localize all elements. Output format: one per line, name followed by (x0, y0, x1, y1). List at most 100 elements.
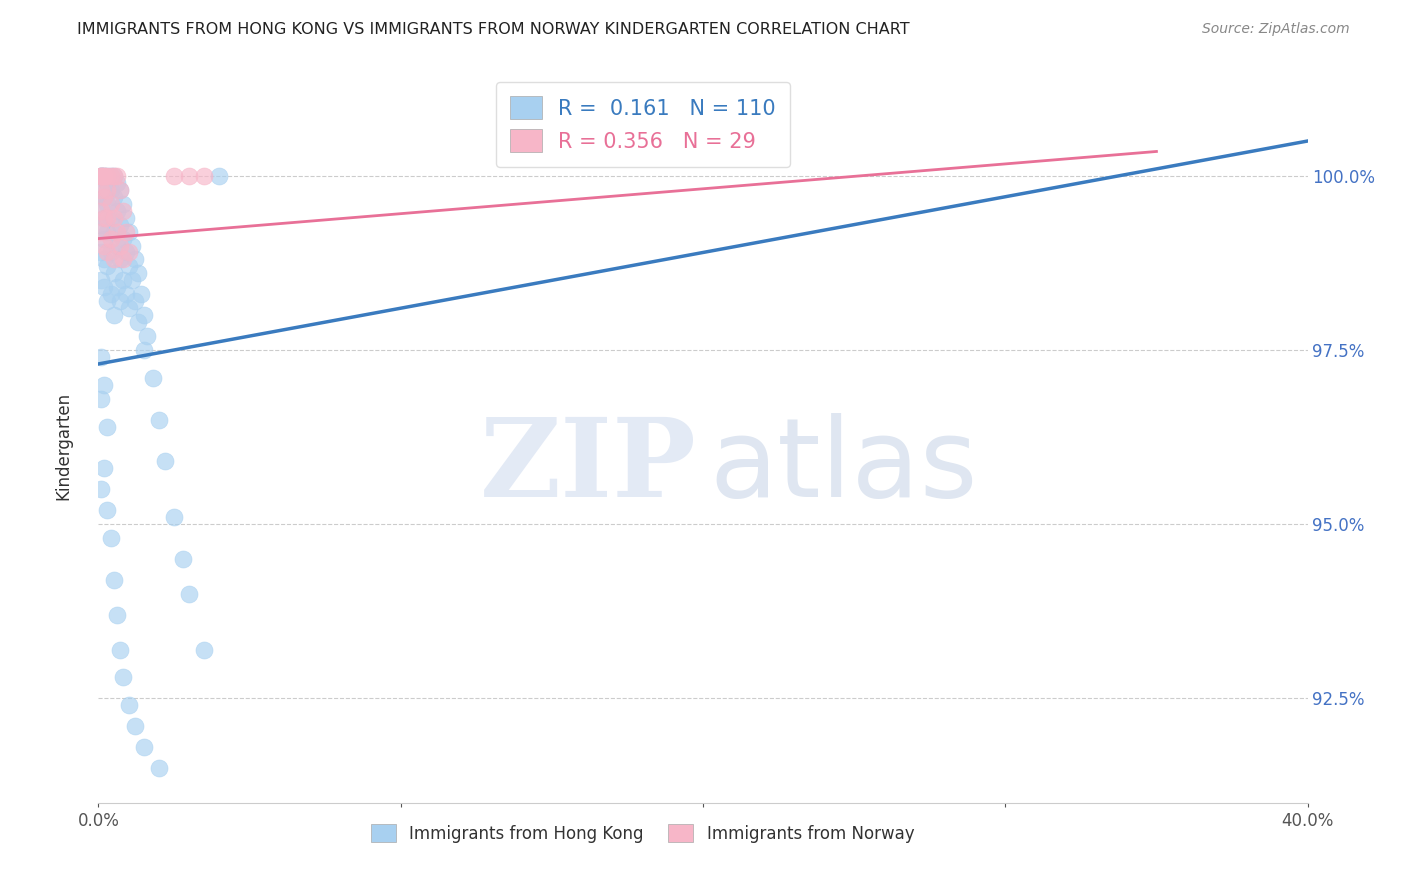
Point (96, 225, 118, 239)
Text: Kindergarten: Kindergarten (55, 392, 72, 500)
Point (132, 740, 155, 755)
Point (100, 287, 122, 301)
Point (111, 252, 134, 267)
Point (90, 169, 112, 183)
Point (103, 169, 125, 183)
Point (179, 169, 201, 183)
Text: IMMIGRANTS FROM HONG KONG VS IMMIGRANTS FROM NORWAY KINDERGARTEN CORRELATION CHA: IMMIGRANTS FROM HONG KONG VS IMMIGRANTS … (77, 22, 910, 37)
Point (108, 183, 131, 197)
Point (127, 315, 149, 329)
Point (103, 308, 125, 322)
Point (172, 552, 194, 566)
Point (93, 461, 115, 475)
Point (124, 252, 146, 267)
Point (93, 190, 115, 204)
Point (111, 231, 134, 245)
Point (100, 169, 122, 183)
Point (93, 169, 115, 183)
Point (90, 245, 112, 260)
Point (114, 287, 136, 301)
Point (111, 273, 134, 287)
Point (153, 454, 176, 468)
Point (90, 169, 112, 183)
Legend: Immigrants from Hong Kong, Immigrants from Norway: Immigrants from Hong Kong, Immigrants fr… (364, 818, 921, 849)
Point (90, 183, 112, 197)
Point (90, 169, 112, 183)
Point (118, 225, 141, 239)
Point (90, 169, 112, 183)
Point (108, 183, 131, 197)
Point (93, 211, 115, 225)
Point (111, 670, 134, 684)
Point (132, 308, 155, 322)
Point (93, 169, 115, 183)
Point (124, 294, 146, 309)
Point (193, 169, 215, 183)
Point (90, 483, 112, 497)
Point (100, 231, 122, 245)
Point (193, 642, 215, 657)
Point (100, 211, 122, 225)
Point (108, 294, 131, 309)
Point (129, 287, 152, 301)
Point (90, 273, 112, 287)
Point (93, 190, 115, 204)
Point (103, 266, 125, 280)
Point (93, 238, 115, 252)
Point (90, 350, 112, 364)
Point (103, 252, 125, 267)
Point (93, 211, 115, 225)
Point (121, 238, 143, 252)
Point (100, 531, 122, 545)
Point (105, 280, 128, 294)
Text: Source: ZipAtlas.com: Source: ZipAtlas.com (1202, 22, 1350, 37)
Point (96, 503, 118, 517)
Point (96, 419, 118, 434)
Point (118, 260, 141, 274)
Point (111, 203, 134, 218)
Point (96, 294, 118, 309)
Point (96, 183, 118, 197)
Point (142, 371, 165, 385)
Point (90, 183, 112, 197)
Point (179, 587, 201, 601)
Point (96, 260, 118, 274)
Point (90, 169, 112, 183)
Point (135, 329, 157, 343)
Point (90, 169, 112, 183)
Point (118, 301, 141, 316)
Point (90, 203, 112, 218)
Point (103, 211, 125, 225)
Point (105, 176, 128, 190)
Point (108, 252, 131, 267)
Point (108, 238, 131, 252)
Point (163, 510, 186, 524)
Point (93, 231, 115, 245)
Point (105, 607, 128, 622)
Point (96, 176, 118, 190)
Point (103, 169, 125, 183)
Point (96, 245, 118, 260)
Point (148, 761, 170, 775)
Point (93, 377, 115, 392)
Point (100, 183, 122, 197)
Point (127, 266, 149, 280)
Point (93, 280, 115, 294)
Point (105, 238, 128, 252)
Point (114, 245, 136, 260)
Point (124, 719, 146, 733)
Point (114, 225, 136, 239)
Point (118, 245, 141, 260)
Point (108, 218, 131, 232)
Point (118, 698, 141, 713)
Point (93, 169, 115, 183)
Point (103, 225, 125, 239)
Point (163, 169, 186, 183)
Point (105, 203, 128, 218)
Point (93, 169, 115, 183)
Point (100, 169, 122, 183)
Point (148, 412, 170, 426)
Point (90, 196, 112, 211)
Point (105, 225, 128, 239)
Point (208, 169, 231, 183)
